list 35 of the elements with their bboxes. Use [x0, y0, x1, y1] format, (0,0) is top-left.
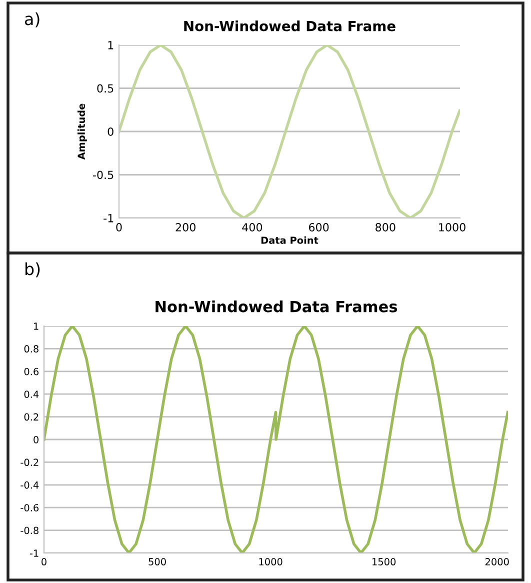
y-tick-label: 0 — [34, 436, 38, 444]
y-tick-label: 0.6 — [24, 368, 39, 376]
x-axis-title: Data Point — [261, 236, 318, 244]
x-tick-label: 600 — [308, 223, 329, 232]
y-tick-label: -1 — [104, 214, 114, 222]
text: a) — [25, 12, 40, 28]
y-tick-label: -0.5 — [93, 170, 114, 180]
y-tick-label: -0.4 — [20, 481, 39, 489]
y-tick-label: -0.2 — [20, 458, 38, 466]
y-tick-label: 1 — [34, 322, 38, 330]
y-tick-label: 0.4 — [24, 390, 39, 398]
x-tick-label: 1000 — [259, 558, 282, 566]
line-series — [44, 326, 508, 553]
y-tick-label: -0.8 — [20, 526, 38, 534]
line-series — [119, 45, 460, 218]
chart-title: Non-Windowed Data Frame — [184, 20, 396, 32]
x-tick-label: 200 — [176, 223, 196, 232]
y-tick-label: -1 — [30, 550, 38, 557]
y-axis-title: Amplitude — [77, 104, 87, 160]
x-tick-label: 0 — [116, 223, 122, 232]
x-tick-label: 0 — [42, 558, 46, 566]
x-tick-label: 500 — [148, 558, 166, 566]
y-tick-label: 0.8 — [24, 345, 38, 353]
x-tick-label: 1000 — [439, 223, 466, 232]
x-tick-label: 800 — [376, 223, 396, 232]
x-tick-label: 1500 — [372, 558, 396, 566]
y-tick-label: 0.5 — [97, 84, 114, 93]
text: b) — [26, 262, 40, 278]
y-tick-label: -0.6 — [20, 504, 39, 512]
y-tick-label: 0.2 — [24, 413, 38, 421]
y-tick-label: 0 — [108, 127, 114, 136]
x-tick-label: 2000 — [485, 558, 509, 566]
chart-title: Non-Windowed Data Frames — [156, 300, 398, 312]
y-tick-label: 1 — [108, 41, 114, 50]
x-tick-label: 400 — [242, 223, 262, 232]
